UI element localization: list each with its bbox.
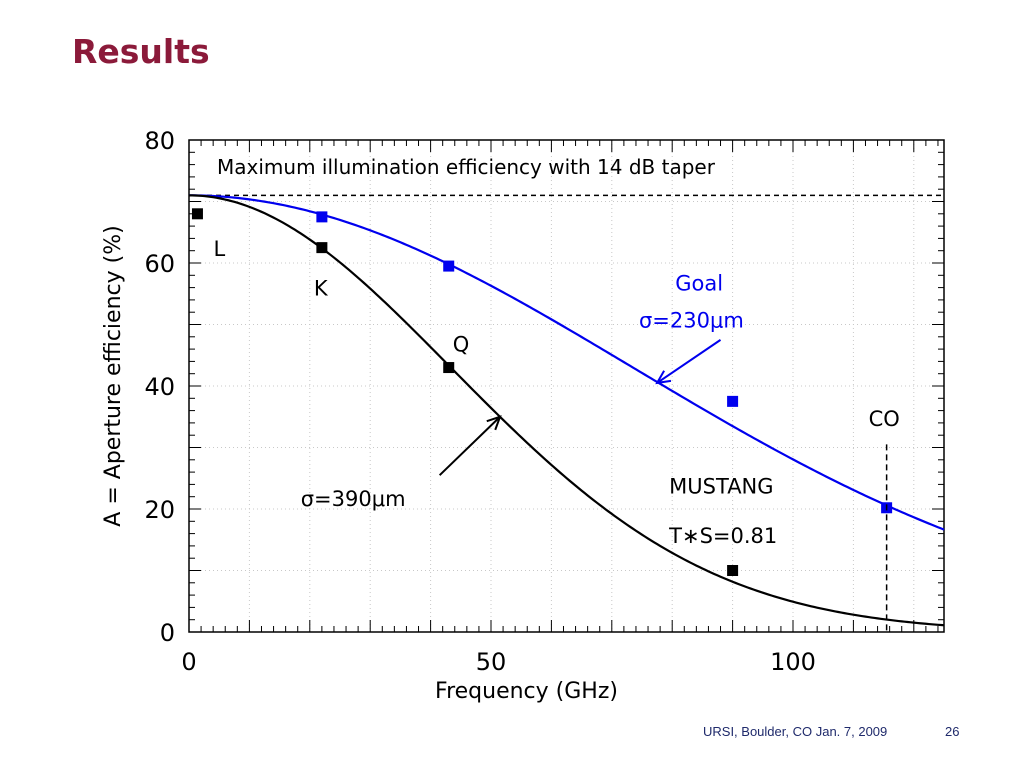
mustang-arrow-head bbox=[486, 415, 502, 431]
page-number: 26 bbox=[945, 724, 960, 739]
y-tick-label: 0 bbox=[160, 619, 175, 647]
y-tick-label: 20 bbox=[144, 496, 175, 524]
point-label-q: Q bbox=[453, 333, 470, 357]
co-label: CO bbox=[869, 407, 900, 431]
x-tick-label: 50 bbox=[476, 648, 507, 676]
x-tick-label: 100 bbox=[770, 648, 816, 676]
data-points bbox=[191, 208, 893, 576]
mustang-arrow bbox=[438, 416, 501, 476]
mustang-data-point bbox=[316, 242, 328, 254]
mustang-curve bbox=[188, 194, 945, 627]
mustang-data-point bbox=[191, 208, 203, 220]
mustang-data-point bbox=[727, 565, 739, 576]
axis-ticks: 0 50 100 0 20 40 60 80 bbox=[144, 127, 944, 676]
goal-data-point bbox=[727, 395, 739, 407]
ts-label: T∗S=0.81 bbox=[668, 524, 777, 548]
mustang-sigma-label: σ=390μm bbox=[301, 487, 406, 511]
mustang-data-point bbox=[443, 362, 455, 374]
goal-curve bbox=[188, 194, 945, 531]
goal-data-point bbox=[443, 260, 455, 272]
x-axis-label: Frequency (GHz) bbox=[435, 679, 618, 704]
footer-text: URSI, Boulder, CO Jan. 7, 2009 bbox=[703, 724, 888, 739]
plot-frame bbox=[188, 139, 945, 633]
y-tick-label: 60 bbox=[144, 250, 175, 278]
goal-data-point bbox=[316, 211, 328, 223]
point-label-k: K bbox=[314, 277, 329, 301]
y-tick-label: 40 bbox=[144, 373, 175, 401]
goal-sigma-label: σ=230μm bbox=[639, 309, 744, 333]
mustang-label: MUSTANG bbox=[669, 475, 773, 499]
slide-title: Results bbox=[72, 32, 210, 71]
goal-label: Goal bbox=[675, 272, 723, 296]
point-label-l: L bbox=[213, 237, 225, 261]
max-efficiency-label: Maximum illumination efficiency with 14 … bbox=[217, 155, 716, 179]
goal-arrow-head bbox=[655, 370, 672, 385]
grid bbox=[189, 140, 944, 632]
y-tick-label: 80 bbox=[144, 127, 175, 155]
point-labels: L K Q bbox=[213, 237, 469, 357]
x-tick-label: 0 bbox=[181, 648, 196, 676]
goal-arrow bbox=[656, 339, 722, 384]
y-axis-label: A = Aperture efficiency (%) bbox=[101, 225, 126, 526]
